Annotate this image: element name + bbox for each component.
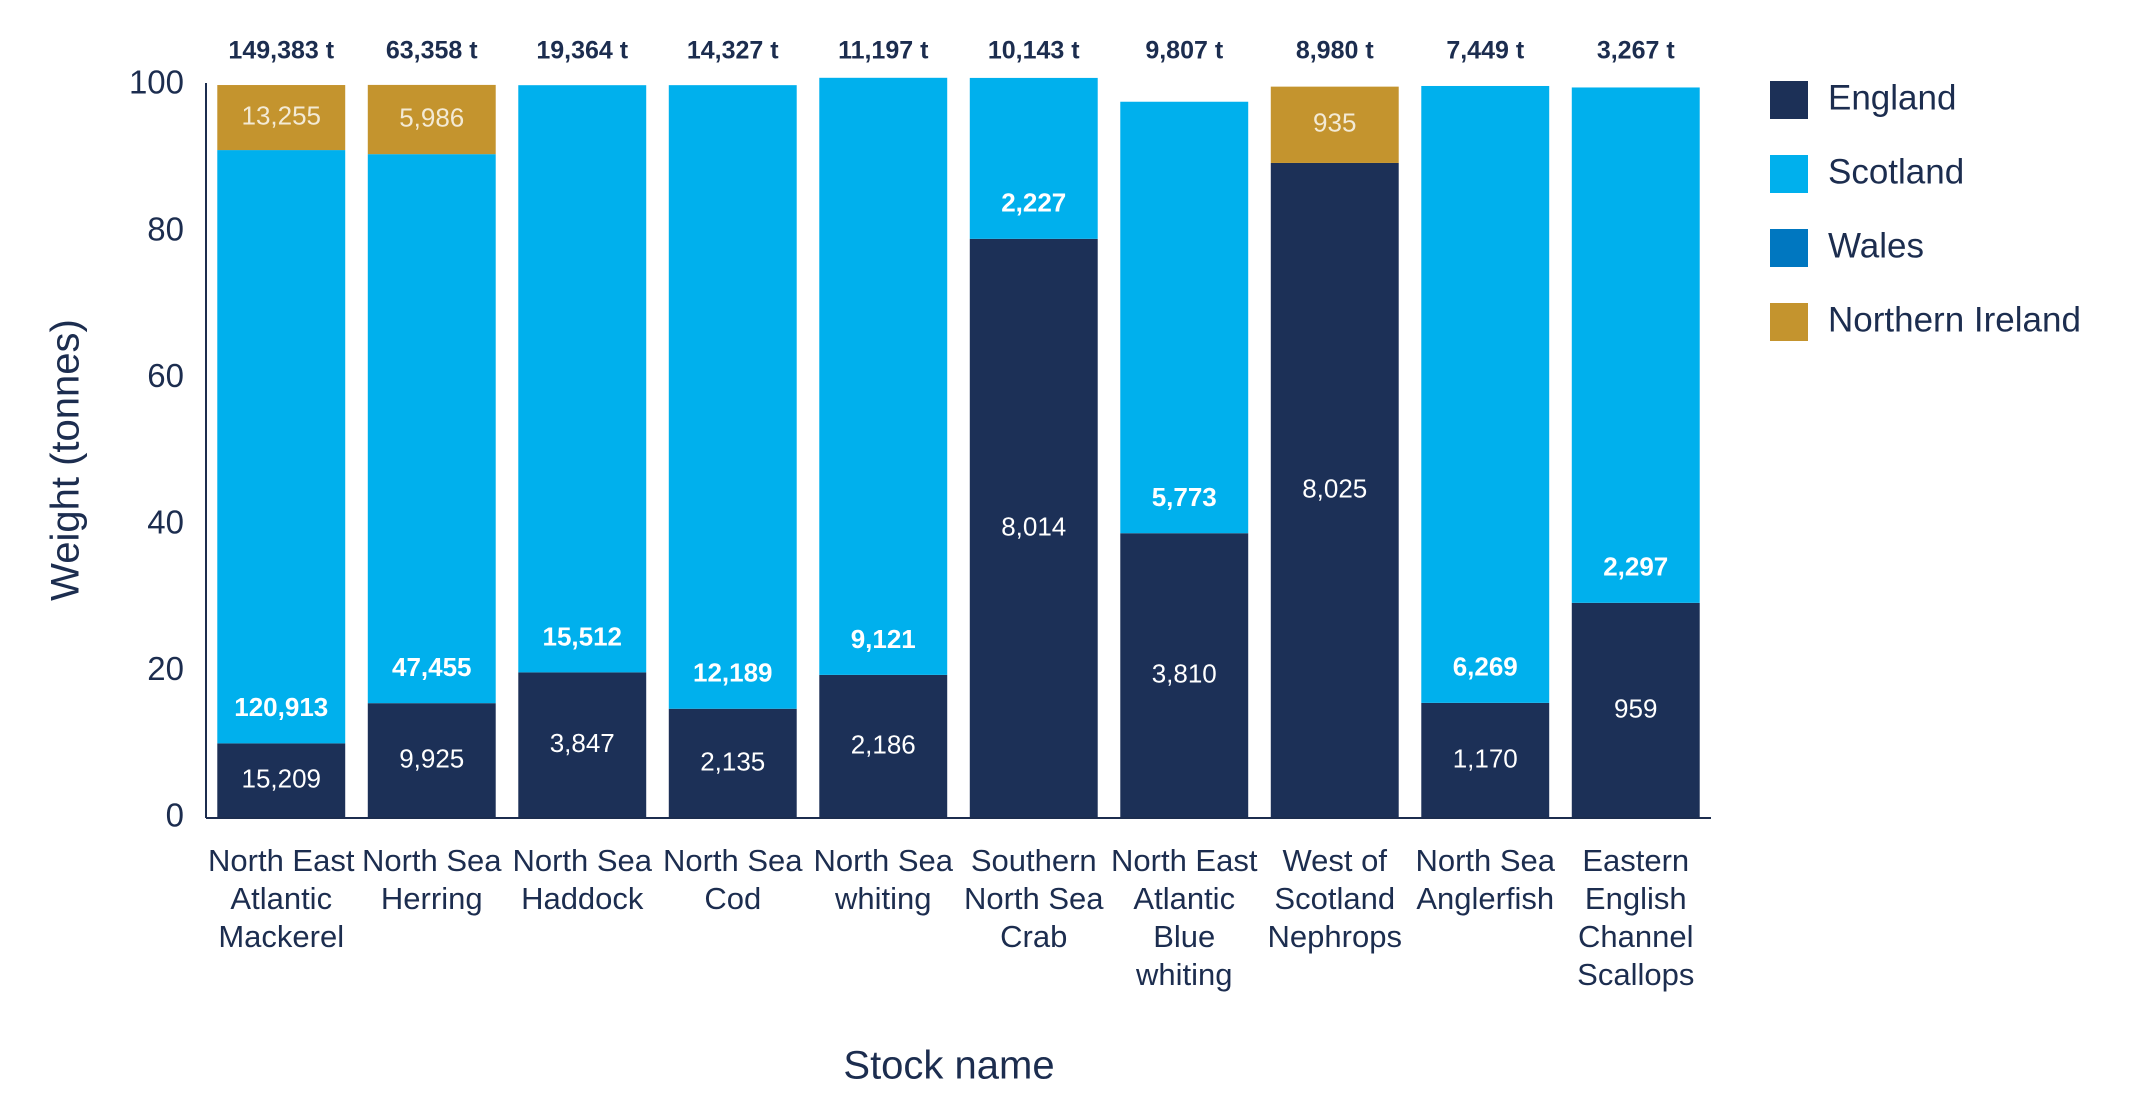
data-label: 15,209	[241, 764, 321, 794]
data-label: 5,773	[1152, 482, 1217, 512]
total-label: 9,807 t	[1145, 37, 1224, 65]
bar-segment	[1270, 86, 1399, 163]
data-label: 8,025	[1302, 473, 1367, 503]
bar-segment	[1571, 602, 1700, 818]
bar-segment	[217, 150, 346, 744]
total-label: 149,383 t	[228, 37, 334, 65]
y-tick-label: 80	[147, 210, 184, 247]
data-label: 1,170	[1453, 743, 1518, 773]
total-label: 11,197 t	[838, 37, 929, 65]
bar-segment	[518, 672, 647, 818]
bar-segment	[367, 154, 496, 704]
legend-label: England	[1828, 78, 1956, 117]
bar-segment	[1270, 162, 1399, 819]
x-tick-label: Southern North Sea Crab	[963, 843, 1104, 954]
y-axis-title: Weight (tonnes)	[44, 319, 88, 601]
data-label: 9,925	[399, 743, 464, 773]
legend-swatch	[1770, 81, 1808, 119]
total-label: 8,980 t	[1296, 37, 1375, 65]
y-tick-label: 40	[147, 504, 184, 541]
total-label: 3,267 t	[1597, 37, 1676, 65]
bar-segment	[367, 703, 496, 818]
legend-swatch	[1770, 155, 1808, 193]
x-tick-label: North Sea whiting	[813, 843, 954, 916]
bar-segment	[819, 674, 948, 818]
data-label: 935	[1313, 108, 1356, 138]
bar-segment	[518, 85, 647, 673]
x-tick-label: North Sea Herring	[361, 843, 502, 916]
bar-segment	[969, 238, 1098, 818]
data-label: 3,847	[550, 728, 615, 758]
bar-segment	[668, 85, 797, 709]
y-tick-label: 0	[166, 797, 184, 834]
total-label: 63,358 t	[386, 37, 478, 65]
x-tick-label: Eastern English Channel Scallops	[1577, 843, 1695, 992]
data-label: 13,255	[241, 100, 321, 130]
y-tick-label: 60	[147, 357, 184, 394]
x-tick-label: North Sea Haddock	[512, 843, 653, 916]
bar-segment	[1120, 101, 1249, 534]
legend-label: Scotland	[1828, 152, 1964, 191]
data-label: 959	[1614, 693, 1657, 723]
y-tick-label: 100	[129, 64, 184, 101]
data-label: 15,512	[542, 621, 622, 651]
data-label: 2,186	[851, 729, 916, 759]
x-tick-label: North East Atlantic Blue whiting	[1111, 843, 1258, 992]
x-tick-label: West of Scotland Nephrops	[1267, 843, 1402, 954]
bar-segment	[969, 77, 1098, 239]
data-label: 2,297	[1603, 552, 1668, 582]
bar-segment	[217, 85, 346, 151]
bar-segment	[668, 708, 797, 818]
bar-segment	[819, 77, 948, 675]
data-label: 120,913	[234, 692, 328, 722]
data-label: 9,121	[851, 624, 916, 654]
total-label: 7,449 t	[1446, 37, 1525, 65]
legend-swatch	[1770, 229, 1808, 267]
x-tick-label: North Sea Cod	[662, 843, 803, 916]
data-label: 2,227	[1001, 188, 1066, 218]
data-label: 8,014	[1001, 511, 1066, 541]
data-label: 6,269	[1453, 652, 1518, 682]
bar-segment	[1571, 87, 1700, 603]
legend-swatch	[1770, 303, 1808, 341]
x-tick-label: North East Atlantic Mackerel	[208, 843, 355, 954]
data-label: 3,810	[1152, 658, 1217, 688]
bar-segment	[1421, 702, 1550, 818]
bar-segment	[1120, 533, 1249, 818]
total-label: 10,143 t	[988, 37, 1080, 65]
total-label: 19,364 t	[536, 37, 628, 65]
x-axis-title: Stock name	[843, 1044, 1054, 1088]
bar-segment	[367, 84, 496, 155]
total-label: 14,327 t	[687, 37, 779, 65]
bar-segment	[217, 743, 346, 818]
legend-label: Wales	[1828, 226, 1924, 265]
bar-segment	[1421, 85, 1550, 703]
data-label: 12,189	[693, 658, 773, 688]
legend-label: Northern Ireland	[1828, 300, 2081, 339]
data-label: 47,455	[392, 652, 472, 682]
y-tick-label: 20	[147, 650, 184, 687]
x-tick-label: North Sea Anglerfish	[1415, 843, 1556, 916]
data-label: 2,135	[700, 746, 765, 776]
data-label: 5,986	[399, 102, 464, 132]
